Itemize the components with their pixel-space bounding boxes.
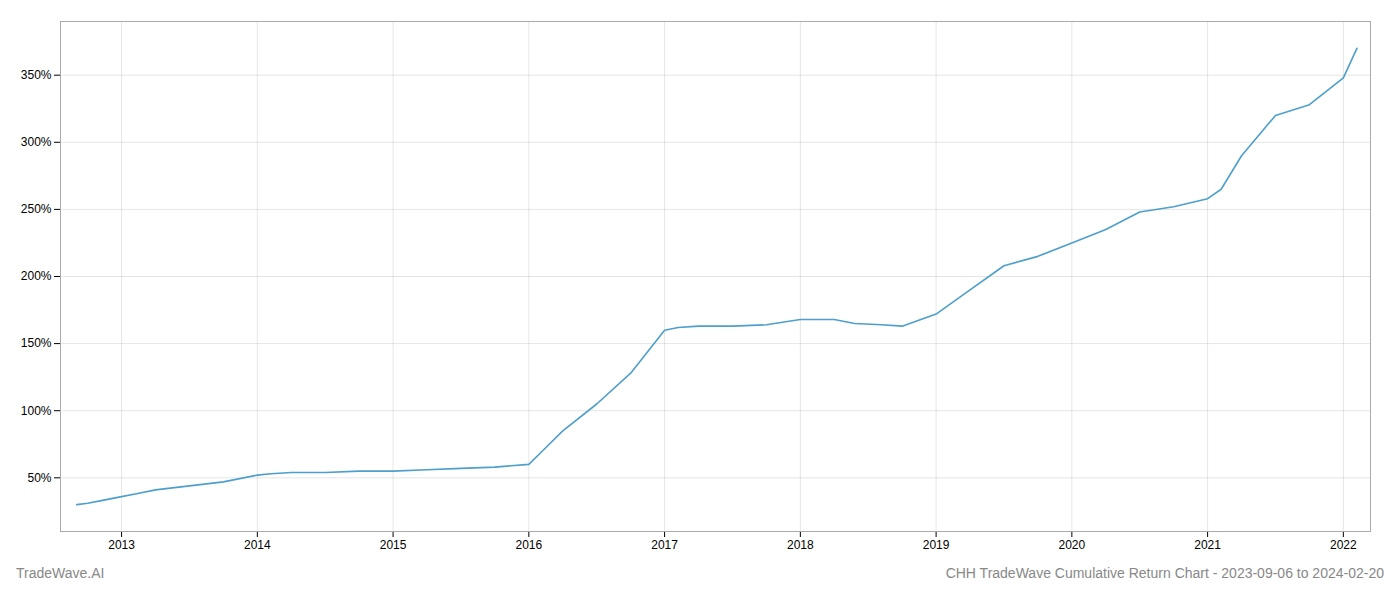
- svg-text:2018: 2018: [787, 538, 814, 552]
- svg-text:2022: 2022: [1330, 538, 1357, 552]
- svg-text:2014: 2014: [244, 538, 271, 552]
- svg-text:350%: 350%: [21, 68, 52, 82]
- svg-text:2020: 2020: [1058, 538, 1085, 552]
- svg-text:150%: 150%: [21, 336, 52, 350]
- html-text:CHH TradeWave Cumulative Retur: CHH TradeWave Cumulative Return Chart - …: [945, 565, 1384, 581]
- svg-text:2016: 2016: [515, 538, 542, 552]
- svg-text:2017: 2017: [651, 538, 678, 552]
- svg-text:2019: 2019: [923, 538, 950, 552]
- svg-text:2021: 2021: [1194, 538, 1221, 552]
- svg-text:250%: 250%: [21, 202, 52, 216]
- svg-text:2013: 2013: [108, 538, 135, 552]
- svg-text:100%: 100%: [21, 404, 52, 418]
- svg-text:50%: 50%: [27, 471, 51, 485]
- html-text:TradeWave.AI: TradeWave.AI: [16, 565, 105, 581]
- svg-text:300%: 300%: [21, 135, 52, 149]
- svg-text:200%: 200%: [21, 269, 52, 283]
- svg-text:2015: 2015: [380, 538, 407, 552]
